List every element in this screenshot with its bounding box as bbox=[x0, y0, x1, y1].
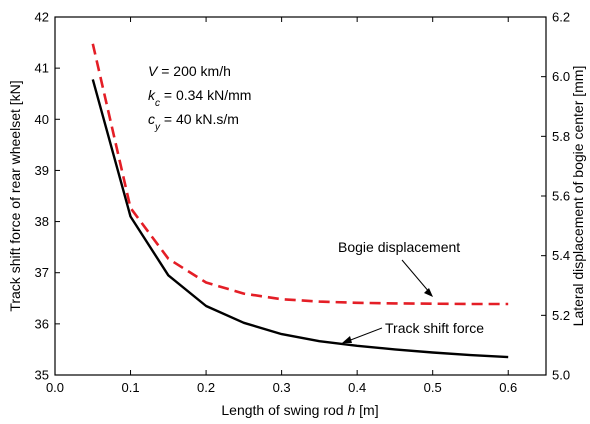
parameter-speed: V = 200 km/h bbox=[148, 63, 231, 79]
annotation-track-shift-force: Track shift force bbox=[342, 320, 484, 343]
y-left-tick-label: 35 bbox=[35, 368, 49, 383]
y-left-tick-label: 42 bbox=[35, 10, 49, 25]
x-axis-title: Length of swing rod h [m] bbox=[221, 402, 378, 418]
x-tick-label: 0.4 bbox=[348, 380, 366, 395]
y-left-tick-label: 38 bbox=[35, 214, 49, 229]
parameter-block: V = 200 km/h kc = 0.34 kN/mm cy = 40 kN.… bbox=[148, 63, 251, 133]
series-line-bogie-displacement bbox=[91, 43, 509, 306]
y-right-tick-label: 5.6 bbox=[552, 189, 570, 204]
y-right-tick-label: 6.2 bbox=[552, 10, 570, 25]
y-axis-right-title: Lateral displacement of bogie center [mm… bbox=[570, 66, 586, 327]
x-tick-label: 0.6 bbox=[499, 380, 517, 395]
x-tick-label: 0.3 bbox=[273, 380, 291, 395]
y-left-tick-label: 37 bbox=[35, 265, 49, 280]
annotation-track-arrowhead bbox=[342, 336, 352, 343]
y-right-tick-label: 6.0 bbox=[552, 69, 570, 84]
x-tick-label: 0.0 bbox=[46, 380, 64, 395]
y-right-tick-label: 5.2 bbox=[552, 308, 570, 323]
annotation-bogie-arrowhead bbox=[424, 288, 433, 297]
parameter-damping: cy = 40 kN.s/m bbox=[148, 111, 239, 133]
x-tick-label: 0.2 bbox=[197, 380, 215, 395]
y-left-tick-label: 36 bbox=[35, 316, 49, 331]
annotation-bogie-label: Bogie displacement bbox=[338, 239, 460, 255]
series-line-track-shift-force bbox=[91, 79, 509, 359]
y-left-tick-label: 41 bbox=[35, 61, 49, 76]
y-axis-left-title: Track shift force of rear wheelset [kN] bbox=[7, 80, 23, 311]
parameter-stiffness: kc = 0.34 kN/mm bbox=[148, 87, 251, 109]
y-left-tick-label: 39 bbox=[35, 163, 49, 178]
ticks-layer: 0.0 0.1 0.2 0.3 0.4 0.5 0.6 35 36 37 38 39 40 41 42 5.0… bbox=[35, 10, 571, 396]
annotation-track-label: Track shift force bbox=[385, 320, 484, 336]
y-right-tick-label: 5.8 bbox=[552, 129, 570, 144]
y-right-tick-label: 5.4 bbox=[552, 248, 570, 263]
x-tick-label: 0.5 bbox=[424, 380, 442, 395]
x-tick-label: 0.1 bbox=[121, 380, 139, 395]
annotation-track-arrow-line bbox=[347, 327, 383, 342]
y-left-tick-label: 40 bbox=[35, 112, 49, 127]
annotation-bogie-displacement: Bogie displacement bbox=[338, 239, 460, 297]
annotation-bogie-arrow-line bbox=[401, 259, 431, 294]
series-layer bbox=[91, 43, 509, 359]
y-right-tick-label: 5.0 bbox=[552, 368, 570, 383]
